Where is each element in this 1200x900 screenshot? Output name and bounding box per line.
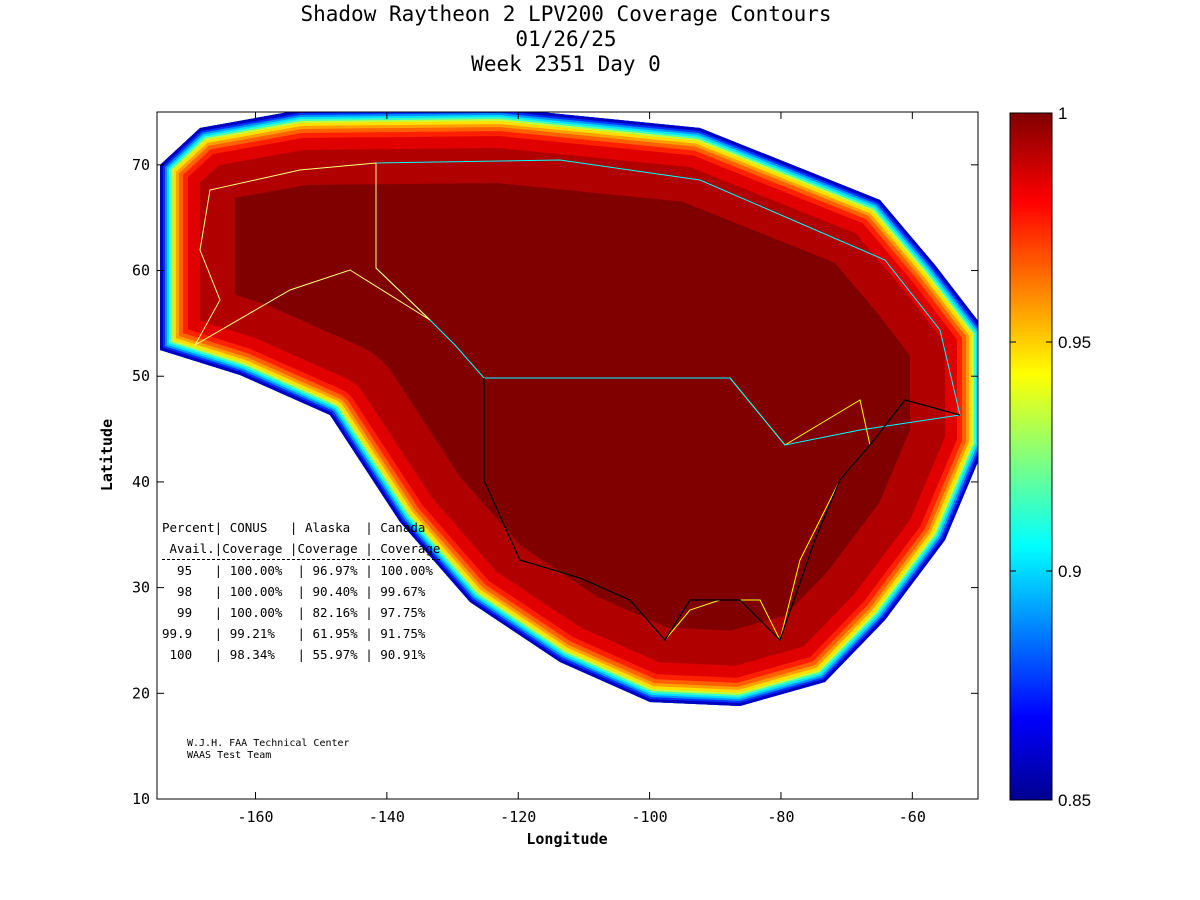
y-tick-label: 40 xyxy=(132,473,150,491)
y-tick-label: 60 xyxy=(132,262,150,280)
x-tick-label: -120 xyxy=(500,808,536,826)
y-tick-label: 50 xyxy=(132,367,150,385)
colorbar xyxy=(1009,112,1053,801)
table-header-2: Avail.|Coverage |Coverage | Coverage xyxy=(162,538,441,560)
table-row: 95 | 100.00% | 96.97% | 100.00% xyxy=(162,563,433,578)
coverage-table: Percent| CONUS | Alaska | Canada Avail.|… xyxy=(162,517,441,665)
y-tick-label: 10 xyxy=(132,790,150,808)
colorbar-tick-label: 0.9 xyxy=(1058,562,1082,581)
title-line-3: Week 2351 Day 0 xyxy=(471,52,661,76)
x-tick-label: -80 xyxy=(767,808,794,826)
plot-frame xyxy=(156,111,979,800)
y-tick-label: 20 xyxy=(132,684,150,702)
credit-line-2: WAAS Test Team xyxy=(187,750,272,761)
x-tick-label: -60 xyxy=(899,808,926,826)
x-tick-label: -160 xyxy=(237,808,273,826)
credit-line-1: W.J.H. FAA Technical Center xyxy=(187,738,350,749)
table-row: 99.9 | 99.21% | 61.95% | 91.75% xyxy=(162,626,426,641)
colorbar-ticks: 0.85 0.9 0.95 1 xyxy=(1010,104,1091,810)
axes: -160 -140 -120 -100 -80 -60 10 20 30 40 50 60 70 xyxy=(132,112,978,826)
colorbar-tick-label: 0.85 xyxy=(1058,791,1091,810)
colorbar-tick-label: 0.95 xyxy=(1058,333,1091,352)
table-header-1: Percent| CONUS | Alaska | Canada xyxy=(162,520,426,535)
y-tick-label: 70 xyxy=(132,156,150,174)
table-row: 100 | 98.34% | 55.97% | 90.91% xyxy=(162,647,426,662)
credit-text: W.J.H. FAA Technical Center WAAS Test Te… xyxy=(187,738,350,762)
x-axis-label: Longitude xyxy=(526,830,607,848)
title-line-1: Shadow Raytheon 2 LPV200 Coverage Contou… xyxy=(300,2,832,26)
coverage-region xyxy=(160,112,978,706)
title-line-2: 01/26/25 xyxy=(515,27,617,51)
y-axis-label: Latitude xyxy=(98,419,116,491)
y-tick-label: 30 xyxy=(132,579,150,597)
alaska-boundary xyxy=(193,162,431,347)
table-row: 99 | 100.00% | 82.16% | 97.75% xyxy=(162,605,426,620)
coastline xyxy=(483,378,961,642)
canada-boundary xyxy=(375,159,961,446)
colorbar-tick-label: 1 xyxy=(1058,104,1067,123)
x-tick-label: -140 xyxy=(369,808,405,826)
table-row: 98 | 100.00% | 90.40% | 99.67% xyxy=(162,584,426,599)
x-tick-label: -100 xyxy=(632,808,668,826)
